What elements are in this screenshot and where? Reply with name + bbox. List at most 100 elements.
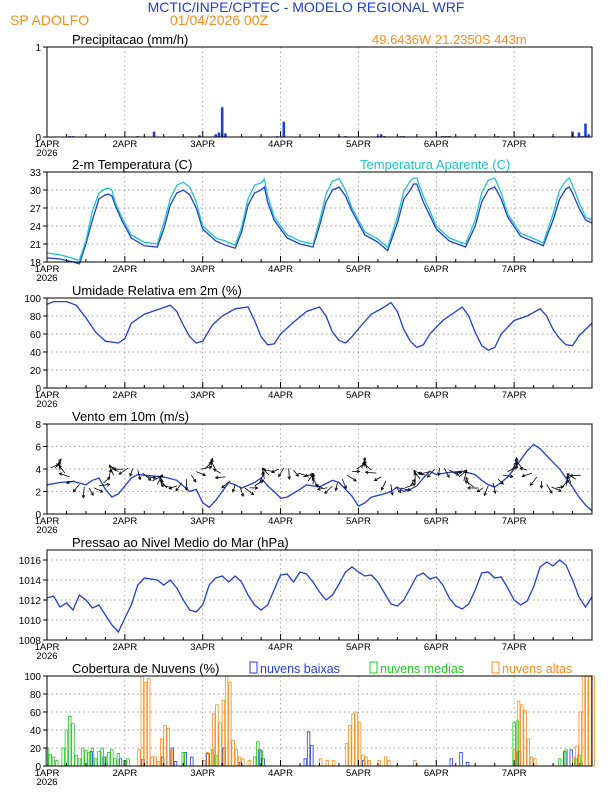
panel-clouds: 0 20 40 60 80 100 1APR 2APR 3APR 4APR 5APR 6APR 7APR… [24,661,595,788]
x-tick-label: 7APR [502,139,527,150]
precip-bar [198,135,201,137]
wind-arrow-head [160,483,165,488]
y-tick-label: 8 [35,420,41,431]
panel-temp: 18 21 24 27 30 33 1APR 2APR 3APR 4APR 5APR 6APR 7APR… [30,157,593,284]
panel-frame [46,675,593,767]
cloud-bar-low [306,731,311,767]
wind-arrow [303,473,314,478]
wind-arrow-head [240,493,245,498]
cloud-bar-high [357,722,362,767]
wind-arrow [271,468,280,473]
x-tick-label: 7APR [502,642,527,653]
wind-arrow [175,482,182,492]
cloud-bar-low [465,762,470,767]
cloud-bar-high [137,749,141,767]
cloud-bar-high [143,681,148,767]
cloud-bar-high [166,727,170,767]
wind-arrow [109,464,114,476]
x-tick-label: 7APR [502,768,527,779]
wind-arrow [129,468,134,477]
wind-arrow-head [455,472,460,476]
wind-arrow-head [212,468,217,472]
y-tick-label: 1014 [19,576,42,587]
x-tick-label: 5APR [346,390,371,401]
wind-arrow-head [254,486,259,490]
wind-arrow [147,476,156,479]
precip-bar [214,134,217,137]
wind-arrow-head [363,460,367,464]
cloud-bar-mid [110,749,114,767]
x-tick-label: 2APR [112,264,137,275]
x-tick-label: 1APR [35,390,60,401]
wind-arrow [215,476,226,479]
temperature-legend: Temperatura Aparente (C) [360,157,510,172]
x-year-label: 2026 [36,148,57,159]
y-tick-label: 21 [30,240,42,251]
wind-arrow-head [110,466,115,470]
wind-arrow-head [118,471,123,475]
cloud-bar-high [529,756,534,767]
wind-arrow [118,467,129,475]
cloud-bar-high [150,756,154,767]
cloud-bar-mid [116,753,121,767]
wind-arrow-head [147,477,152,481]
x-tick-label: 6APR [424,390,449,401]
precip-bar [577,132,581,137]
wind-arrow-head [316,487,321,491]
wind-arrow [244,487,254,495]
cloud-bar-low [303,758,308,767]
wind-arrow [315,484,323,489]
wind-arrow-head [304,473,309,478]
precip-bar [152,131,156,137]
wind-arrow [335,482,338,491]
wind-arrow [551,486,562,492]
wind-arrow-head [108,464,113,469]
x-tick-label: 6APR [424,139,449,150]
y-tick-label: 60 [30,708,42,719]
wind-arrow-head [106,482,111,487]
wind-arrow-head [210,459,214,464]
x-tick-label: 1APR [35,642,60,653]
wind-arrow-head [58,458,62,463]
cloud-bar-high [523,709,527,767]
y-tick-label: 1012 [19,596,42,607]
wind-arrow-head [261,467,266,472]
x-tick-label: 5APR [346,139,371,150]
wind-arrow-head [324,490,328,494]
wind-arrow [560,480,569,489]
cloud-bar-high [364,756,368,767]
cloud-bar-high [526,738,531,767]
wind-arrow [364,460,367,469]
wind-arrow-head [72,488,77,493]
panel-title: Umidade Relativa em 2m (%) [72,283,242,298]
y-tick-label: 80 [30,690,42,701]
wind-arrow [374,476,382,481]
x-tick-label: 2APR [112,642,137,653]
wind-arrow [497,478,504,485]
x-year-label: 2026 [36,273,57,284]
cloud-bar-mid [80,747,85,767]
y-tick-label: 27 [30,204,42,215]
y-tick-label: 24 [30,222,42,233]
station-location: 49.6436W 21.2350S 443m [372,32,527,47]
wind-arrow [88,487,94,496]
cloud-bar-high [234,749,239,767]
series-line-primary [46,443,593,512]
wind-arrow [463,470,467,481]
wind-arrow [530,476,538,486]
wind-arrow [232,484,236,493]
cloud-bar-mid [71,723,75,767]
cloud-bar-high [247,760,252,767]
wind-arrow-head [466,486,471,490]
wind-arrow-head [529,482,534,487]
wind-arrow-head [493,490,497,495]
wind-arrow [254,480,264,487]
wind-arrow [213,468,221,474]
wind-arrow [410,479,415,487]
wind-arrow [317,487,328,490]
cloud-bar-mid [48,753,52,767]
wind-arrow [512,462,517,470]
panel-wind: 0 2 4 6 8 1APR 2APR 3APR 4APR 5APR 6APR 7APR 2026 Ven… [35,409,593,536]
wind-arrow [169,485,177,490]
cloud-bar-low [206,753,210,767]
